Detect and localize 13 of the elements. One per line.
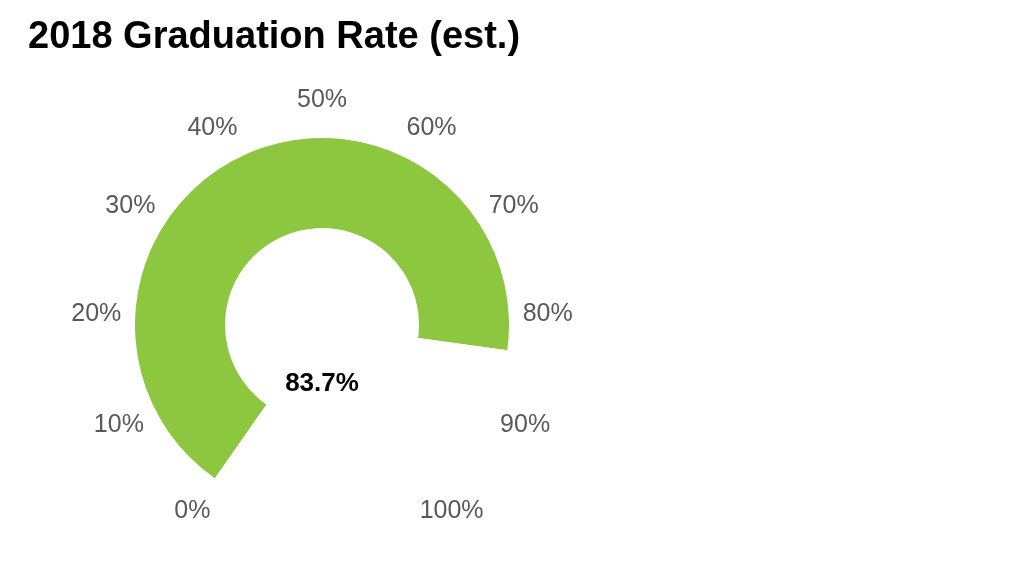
text: 0% [174, 495, 211, 524]
text: 20% [71, 298, 122, 327]
text: 100% [419, 495, 484, 524]
text: 83.7% [285, 367, 359, 397]
text: 10% [93, 409, 144, 438]
text: 80% [522, 298, 573, 327]
text: 60% [406, 112, 457, 141]
text: 40% [187, 112, 238, 141]
text: 50% [296, 84, 348, 112]
text: 70% [488, 190, 539, 219]
text: 90% [500, 409, 551, 438]
text: 30% [105, 190, 156, 219]
chart-title: 2018 Graduation Rate (est.) [28, 14, 521, 57]
